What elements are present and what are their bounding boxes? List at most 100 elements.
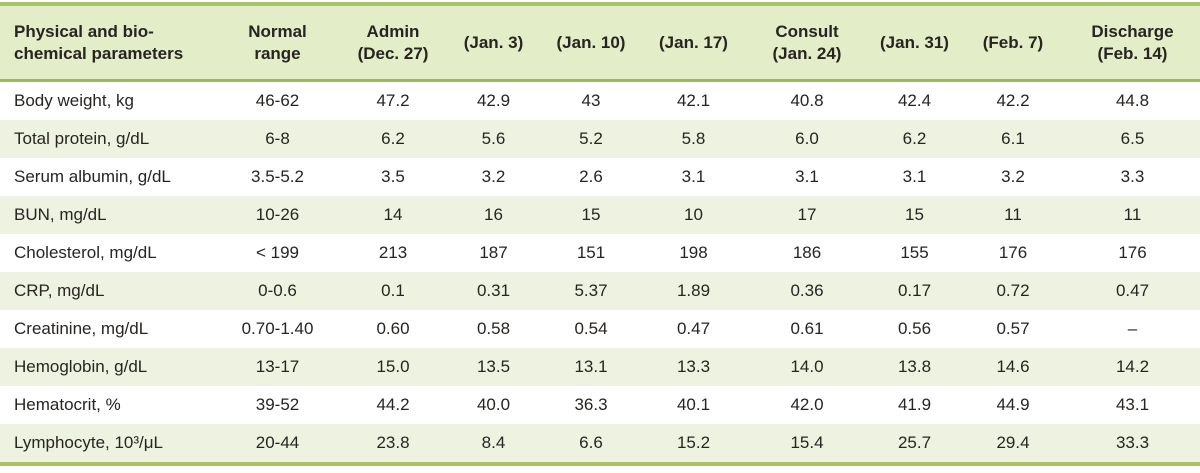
cell: 14	[383, 205, 403, 224]
column-header-jan-31: (Jan. 31)	[868, 4, 961, 82]
cell: 0.17	[897, 281, 932, 300]
column-header-consult: Consult (Jan. 24)	[746, 4, 868, 82]
cell: 47.2	[376, 91, 410, 110]
table-row-lymphocyte: Lymphocyte, 10³/μL 20-44 23.8 8.4 6.6 15…	[0, 424, 1200, 464]
cell: 213	[378, 243, 408, 262]
row-label: Hemoglobin, g/dL	[14, 357, 148, 376]
cell: 0.56	[897, 319, 932, 338]
cell: 0.47	[1115, 281, 1150, 300]
cell: 23.8	[376, 433, 410, 452]
cell: 33.3	[1115, 433, 1150, 452]
table-body: Body weight, kg 46-62 47.2 42.9 43 42.1 …	[0, 81, 1200, 464]
cell: 0.36	[790, 281, 824, 300]
column-header-jan-10: (Jan. 10)	[541, 4, 641, 82]
cell: 44.8	[1115, 91, 1150, 110]
cell: 17	[797, 205, 817, 224]
cell: 0.58	[476, 319, 511, 338]
cell: 13.1	[574, 357, 608, 376]
cell: 187	[479, 243, 508, 262]
cell: 3.1	[902, 167, 927, 186]
cell: 25.7	[897, 433, 932, 452]
cell: 15	[905, 205, 924, 224]
cell: 16	[484, 205, 503, 224]
cell: 14.2	[1115, 357, 1150, 376]
cell: 3.3	[1120, 167, 1145, 186]
cell: 42.0	[790, 395, 824, 414]
cell: 10	[684, 205, 703, 224]
row-label: Serum albumin, g/dL	[14, 167, 171, 186]
cell: 0.70-1.40	[241, 319, 314, 338]
cell: 14.6	[996, 357, 1030, 376]
row-label: Body weight, kg	[14, 91, 135, 110]
cell: 46-62	[255, 91, 300, 110]
cell: 3.1	[795, 167, 819, 186]
column-header-discharge: Discharge (Feb. 14)	[1065, 4, 1200, 82]
row-label: BUN, mg/dL	[14, 205, 107, 224]
column-header-normal-range: Normal range	[215, 4, 340, 82]
cell: 15	[581, 205, 601, 224]
cell: 0.54	[574, 319, 608, 338]
cell: 176	[998, 243, 1028, 262]
column-header-parameters: Physical and bio- chemical parameters	[0, 4, 215, 82]
cell: 11	[1123, 205, 1142, 224]
cell: 0.57	[996, 319, 1030, 338]
row-label: Total protein, g/dL	[14, 129, 150, 148]
cell: 10-26	[255, 205, 300, 224]
cell: 3.2	[1001, 167, 1025, 186]
cell: 5.37	[574, 281, 608, 300]
table-row-total-protein: Total protein, g/dL 6-8 6.2 5.6 5.2 5.8 …	[0, 120, 1200, 158]
row-label: Creatinine, mg/dL	[14, 319, 149, 338]
cell: 13-17	[255, 357, 300, 376]
cell: 13.8	[897, 357, 932, 376]
cell: 15.2	[676, 433, 711, 452]
cell: 42.1	[676, 91, 711, 110]
cell: 5.8	[681, 129, 706, 148]
cell: 5.2	[579, 129, 603, 148]
cell: 1.89	[676, 281, 711, 300]
table-row-creatinine: Creatinine, mg/dL 0.70-1.40 0.60 0.58 0.…	[0, 310, 1200, 348]
column-header-admin: Admin (Dec. 27)	[340, 4, 446, 82]
table-row-body-weight: Body weight, kg 46-62 47.2 42.9 43 42.1 …	[0, 81, 1200, 121]
column-header-jan-17: (Jan. 17)	[641, 4, 746, 82]
cell: 44.2	[376, 395, 410, 414]
cell: 6.2	[381, 129, 405, 148]
cell: 13.3	[676, 357, 711, 376]
cell: 5.6	[481, 129, 506, 148]
cell: –	[1127, 319, 1138, 338]
cell: 176	[1118, 243, 1147, 262]
cell: 0.47	[676, 319, 711, 338]
cell: 6.6	[579, 433, 603, 452]
row-label: Lymphocyte, 10³/μL	[14, 433, 164, 452]
table-header-row: Physical and bio- chemical parameters No…	[0, 4, 1200, 82]
cell: 40.0	[476, 395, 511, 414]
cell: 36.3	[574, 395, 608, 414]
cell: 0.1	[381, 281, 405, 300]
cell: 3.2	[481, 167, 506, 186]
table-row-serum-albumin: Serum albumin, g/dL 3.5-5.2 3.5 3.2 2.6 …	[0, 158, 1200, 196]
table-row-cholesterol: Cholesterol, mg/dL < 199 213 187 151 198…	[0, 234, 1200, 272]
cell: 0.61	[790, 319, 824, 338]
cell: 2.6	[579, 167, 603, 186]
cell: 43	[581, 91, 601, 110]
row-label: Hematocrit, %	[14, 395, 121, 414]
table-row-crp: CRP, mg/dL 0-0.6 0.1 0.31 5.37 1.89 0.36…	[0, 272, 1200, 310]
cell: 42.2	[996, 91, 1030, 110]
cell: 13.5	[476, 357, 511, 376]
cell: 42.4	[897, 91, 932, 110]
cell: 3.5-5.2	[251, 167, 304, 186]
cell: 155	[900, 243, 929, 262]
column-header-feb-7: (Feb. 7)	[961, 4, 1065, 82]
cell: 0.60	[376, 319, 410, 338]
cell: 198	[679, 243, 708, 262]
cell: 44.9	[996, 395, 1030, 414]
cell: 6-8	[265, 129, 290, 148]
cell: 15.0	[376, 357, 410, 376]
cell: 39-52	[255, 395, 300, 414]
cell: 42.9	[476, 91, 511, 110]
cell: 186	[792, 243, 822, 262]
cell: 40.8	[790, 91, 824, 110]
table-row-hemoglobin: Hemoglobin, g/dL 13-17 15.0 13.5 13.1 13…	[0, 348, 1200, 386]
cell: < 199	[255, 243, 299, 262]
